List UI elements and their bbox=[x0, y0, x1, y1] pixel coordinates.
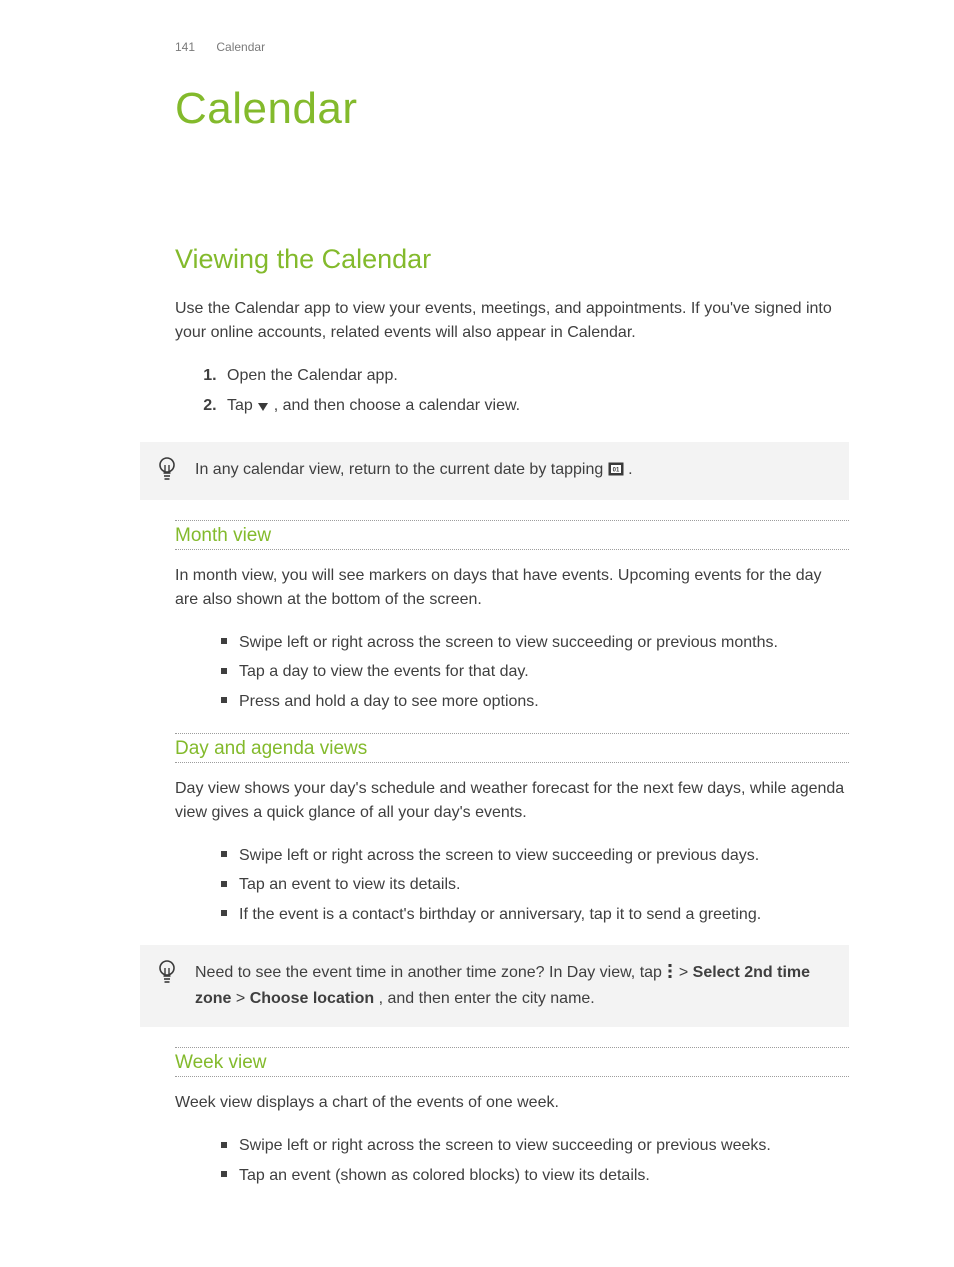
bullet-list: Swipe left or right across the screen to… bbox=[175, 1131, 849, 1190]
step-item: Open the Calendar app. bbox=[221, 361, 849, 391]
chapter-title: Calendar bbox=[175, 84, 849, 134]
subsection-header: Week view bbox=[175, 1047, 849, 1077]
bullet-list: Swipe left or right across the screen to… bbox=[175, 841, 849, 930]
document-page: 141 Calendar Calendar Viewing the Calend… bbox=[0, 0, 954, 1267]
lightbulb-icon bbox=[156, 456, 178, 490]
tip-text-pre: In any calendar view, return to the curr… bbox=[195, 461, 608, 478]
dropdown-triangle-icon bbox=[257, 393, 269, 423]
subsection-heading: Month view bbox=[175, 521, 849, 549]
step-text-pre: Tap bbox=[227, 397, 257, 414]
page-number: 141 bbox=[175, 40, 195, 54]
tip-callout: Need to see the event time in another ti… bbox=[140, 945, 849, 1027]
list-item: Swipe left or right across the screen to… bbox=[221, 1131, 849, 1161]
subsection-heading: Week view bbox=[175, 1048, 849, 1076]
list-item: Tap a day to view the events for that da… bbox=[221, 657, 849, 687]
tip-text-post: , and then enter the city name. bbox=[379, 990, 595, 1007]
list-item: Tap an event (shown as colored blocks) t… bbox=[221, 1161, 849, 1191]
step-text-post: , and then choose a calendar view. bbox=[274, 397, 520, 414]
lightbulb-icon bbox=[156, 959, 178, 993]
list-item: Tap an event to view its details. bbox=[221, 870, 849, 900]
tip-text-pre: Need to see the event time in another ti… bbox=[195, 964, 666, 981]
subsection-heading: Day and agenda views bbox=[175, 734, 849, 762]
today-icon: 01 bbox=[608, 460, 624, 484]
svg-text:01: 01 bbox=[612, 467, 619, 473]
subsection-header: Month view bbox=[175, 520, 849, 550]
body-paragraph: In month view, you will see markers on d… bbox=[175, 564, 849, 612]
tip-sep: > bbox=[236, 990, 250, 1007]
step-text: Open the Calendar app. bbox=[227, 367, 398, 384]
bullet-list: Swipe left or right across the screen to… bbox=[175, 628, 849, 717]
running-title: Calendar bbox=[216, 40, 265, 54]
intro-paragraph: Use the Calendar app to view your events… bbox=[175, 297, 849, 345]
tip-sep: > bbox=[679, 964, 693, 981]
subsection-header: Day and agenda views bbox=[175, 733, 849, 763]
body-paragraph: Week view displays a chart of the events… bbox=[175, 1091, 849, 1115]
body-paragraph: Day view shows your day's schedule and w… bbox=[175, 777, 849, 825]
list-item: If the event is a contact's birthday or … bbox=[221, 900, 849, 930]
step-item: Tap , and then choose a calendar view. bbox=[221, 391, 849, 423]
tip-text-post: . bbox=[628, 461, 632, 478]
steps-list: Open the Calendar app. Tap , and then ch… bbox=[175, 361, 849, 424]
tip-bold: Choose location bbox=[250, 990, 374, 1007]
list-item: Swipe left or right across the screen to… bbox=[221, 841, 849, 871]
running-header: 141 Calendar bbox=[175, 40, 849, 54]
section-heading: Viewing the Calendar bbox=[175, 244, 849, 275]
overflow-menu-icon bbox=[666, 963, 674, 987]
list-item: Press and hold a day to see more options… bbox=[221, 687, 849, 717]
tip-callout: In any calendar view, return to the curr… bbox=[140, 442, 849, 500]
list-item: Swipe left or right across the screen to… bbox=[221, 628, 849, 658]
